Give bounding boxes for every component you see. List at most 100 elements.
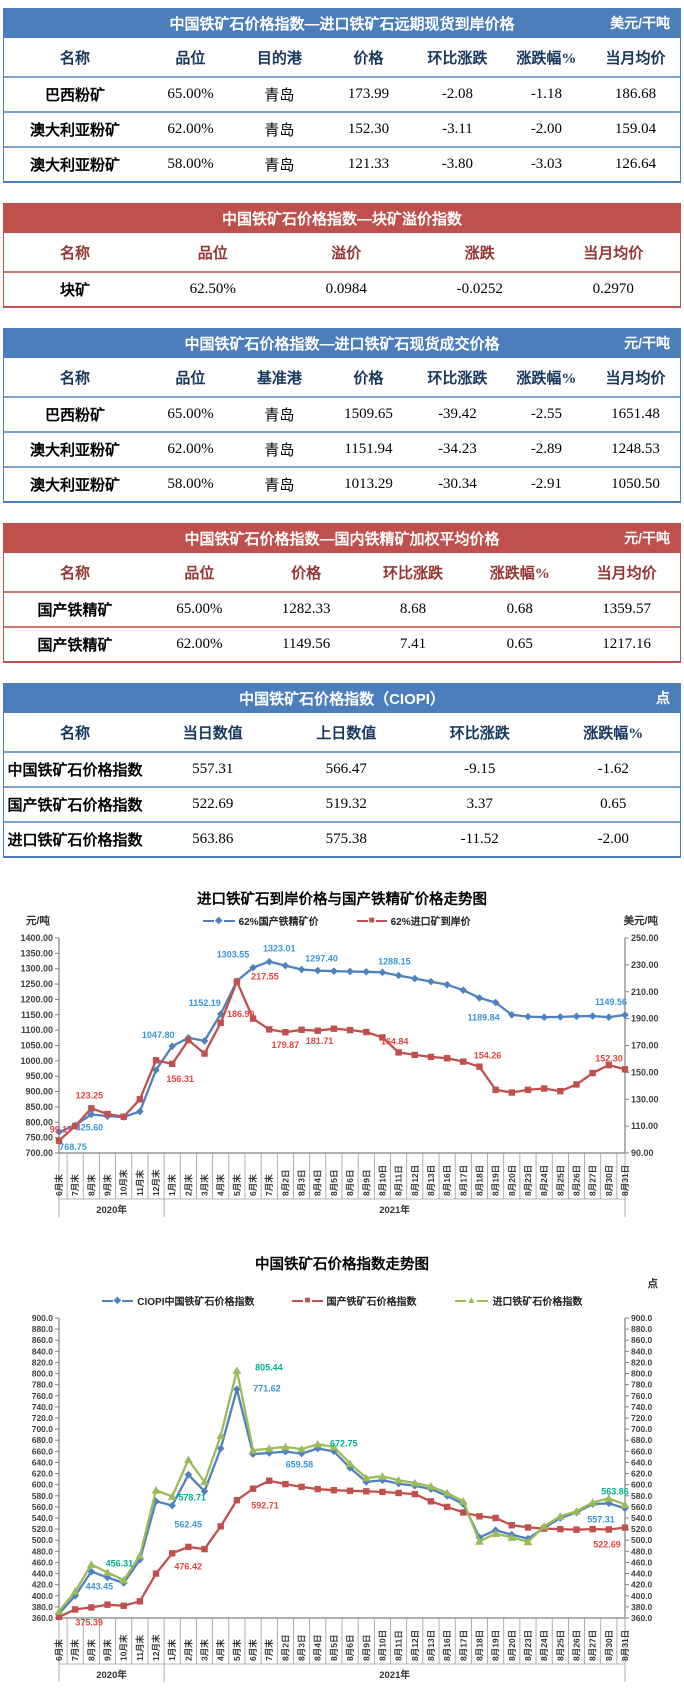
svg-text:8月10日: 8月10日 xyxy=(377,1630,387,1661)
svg-text:123.25: 123.25 xyxy=(76,1090,104,1100)
cell: 1050.50 xyxy=(590,466,680,501)
svg-text:8月2日: 8月2日 xyxy=(280,1635,290,1661)
row-name: 澳大利亚粉矿 xyxy=(4,431,146,467)
chart-import-vs-domestic-price: 进口铁矿石到岸价格与国产铁精矿价格走势图 元/吨 ◆ 62%国产铁精矿价 ■ 62%进口矿… xyxy=(0,888,684,1223)
svg-text:6月末: 6月末 xyxy=(248,1174,258,1196)
cell: -0.0252 xyxy=(412,271,547,306)
svg-text:8月20日: 8月20日 xyxy=(507,1630,517,1661)
header-row: 名称 品位 溢价 涨跌 当月均价 xyxy=(4,233,680,272)
cell: 1509.65 xyxy=(323,396,413,432)
svg-text:6月末: 6月末 xyxy=(54,1174,64,1196)
svg-text:99.17: 99.17 xyxy=(50,1125,73,1135)
svg-text:8月20日: 8月20日 xyxy=(507,1165,517,1196)
cell: 58.00% xyxy=(145,146,235,181)
svg-text:2021年: 2021年 xyxy=(379,1204,410,1216)
svg-text:800.0: 800.0 xyxy=(631,1369,653,1379)
svg-text:2月末: 2月末 xyxy=(183,1174,193,1196)
table-row: 澳大利亚粉矿 58.00% 青岛 121.33 -3.80 -3.03 126.64 xyxy=(4,146,680,181)
svg-text:190.00: 190.00 xyxy=(631,1014,659,1024)
svg-text:11月末: 11月末 xyxy=(135,1635,145,1661)
svg-text:11月末: 11月末 xyxy=(135,1170,145,1196)
legend-item: ◆ 62%国产铁精矿价 xyxy=(202,913,319,928)
price-tables-section: 中国铁矿石价格指数—进口铁矿石远期现货到岸价格 美元/干吨 名称 品位 目的港 价格 环比涨… xyxy=(3,8,681,858)
cell: -3.11 xyxy=(412,111,502,147)
svg-text:8月17日: 8月17日 xyxy=(458,1630,468,1661)
svg-text:592.71: 592.71 xyxy=(251,1501,279,1511)
cell: -39.42 xyxy=(412,396,502,432)
svg-text:720.0: 720.0 xyxy=(32,1413,54,1423)
svg-text:2021年: 2021年 xyxy=(379,1669,410,1681)
svg-text:8月19日: 8月19日 xyxy=(491,1630,501,1661)
column-header: 品位 xyxy=(145,553,253,592)
row-name: 澳大利亚粉矿 xyxy=(4,146,146,181)
legend-label: 62%进口矿到岸价 xyxy=(390,917,471,928)
svg-text:9月末: 9月末 xyxy=(103,1174,113,1196)
svg-text:540.0: 540.0 xyxy=(32,1513,54,1523)
row-name: 块矿 xyxy=(4,271,146,306)
svg-text:154.26: 154.26 xyxy=(474,1051,502,1061)
data-table: 名称 品位 价格 环比涨跌 涨跌幅% 当月均价 国产铁精矿 65.00% 1282.33 8.68… xyxy=(4,553,680,661)
cell: 62.00% xyxy=(145,111,235,147)
price-table-3: 中国铁矿石价格指数—进口铁矿石现货成交价格 元/干吨 名称 品位 基准港 价格 环比涨跌 涨跌… xyxy=(3,328,681,503)
cell: -11.52 xyxy=(412,821,547,856)
cell: 173.99 xyxy=(323,76,413,112)
cell: 0.2970 xyxy=(546,271,680,306)
row-name: 进口铁矿石价格指数 xyxy=(4,821,146,856)
svg-text:460.0: 460.0 xyxy=(32,1557,54,1567)
svg-text:8月5日: 8月5日 xyxy=(329,1635,339,1661)
table-title: 中国铁矿石价格指数—进口铁矿石现货成交价格 xyxy=(184,335,500,353)
column-header: 目的港 xyxy=(234,38,324,77)
unit-label: 点 xyxy=(647,1278,659,1290)
svg-text:700.00: 700.00 xyxy=(25,1148,53,1158)
svg-text:170.00: 170.00 xyxy=(631,1041,659,1051)
price-table-1: 中国铁矿石价格指数—进口铁矿石远期现货到岸价格 美元/干吨 名称 品位 目的港 价格 环比涨… xyxy=(3,8,681,183)
cell: 青岛 xyxy=(234,146,324,181)
cell: -2.91 xyxy=(501,466,591,501)
cell: -1.62 xyxy=(546,751,680,787)
column-header: 环比涨跌 xyxy=(359,553,467,592)
legend-marker-icon: ■ xyxy=(368,914,375,926)
cell: 8.68 xyxy=(359,591,467,627)
cell: -2.08 xyxy=(412,76,502,112)
column-header: 溢价 xyxy=(279,233,413,272)
svg-text:8月27日: 8月27日 xyxy=(588,1630,598,1661)
svg-text:760.0: 760.0 xyxy=(32,1391,54,1401)
column-header: 当日数值 xyxy=(145,713,280,752)
svg-text:1050.00: 1050.00 xyxy=(20,1041,53,1051)
svg-text:3月末: 3月末 xyxy=(200,1639,210,1661)
svg-text:8月24日: 8月24日 xyxy=(539,1630,549,1661)
svg-text:740.0: 740.0 xyxy=(32,1402,54,1412)
svg-text:8月27日: 8月27日 xyxy=(588,1165,598,1196)
table-title: 中国铁矿石价格指数—国内铁精矿加权平均价格 xyxy=(184,530,500,548)
svg-text:600.0: 600.0 xyxy=(32,1480,54,1490)
price-table-2: 中国铁矿石价格指数—块矿溢价指数 名称 品位 溢价 涨跌 当月均价 块矿 62.50% 0.09… xyxy=(3,203,681,308)
svg-text:8月4日: 8月4日 xyxy=(313,1170,323,1196)
cell: 519.32 xyxy=(279,786,413,822)
row-name: 澳大利亚粉矿 xyxy=(4,466,146,501)
svg-text:7月末: 7月末 xyxy=(70,1174,80,1196)
svg-text:456.31: 456.31 xyxy=(106,1558,134,1568)
cell: 65.00% xyxy=(145,591,253,627)
svg-text:476.42: 476.42 xyxy=(174,1561,202,1571)
svg-text:420.0: 420.0 xyxy=(631,1580,653,1590)
svg-text:8月9日: 8月9日 xyxy=(361,1635,371,1661)
svg-text:659.58: 659.58 xyxy=(286,1460,314,1470)
legend-marker-icon: ■ xyxy=(304,1294,311,1306)
svg-text:8月16日: 8月16日 xyxy=(442,1630,452,1661)
cell: 62.00% xyxy=(145,626,253,661)
svg-text:4月末: 4月末 xyxy=(216,1639,226,1661)
svg-text:10月末: 10月末 xyxy=(119,1634,129,1661)
svg-text:660.0: 660.0 xyxy=(631,1446,653,1456)
column-header: 涨跌幅% xyxy=(501,38,591,77)
svg-text:8月18日: 8月18日 xyxy=(474,1630,484,1661)
svg-text:360.0: 360.0 xyxy=(32,1613,54,1623)
column-header: 当月均价 xyxy=(573,553,680,592)
column-header: 品位 xyxy=(145,38,235,77)
cell: 1149.56 xyxy=(252,626,360,661)
column-header: 涨跌幅% xyxy=(501,358,591,397)
column-header: 价格 xyxy=(323,358,413,397)
svg-text:4月末: 4月末 xyxy=(216,1174,226,1196)
table-row: 巴西粉矿 65.00% 青岛 1509.65 -39.42 -2.55 1651.48 xyxy=(4,396,680,432)
svg-text:578.71: 578.71 xyxy=(178,1492,206,1502)
table-row: 国产铁精矿 65.00% 1282.33 8.68 0.68 1359.57 xyxy=(4,591,680,627)
